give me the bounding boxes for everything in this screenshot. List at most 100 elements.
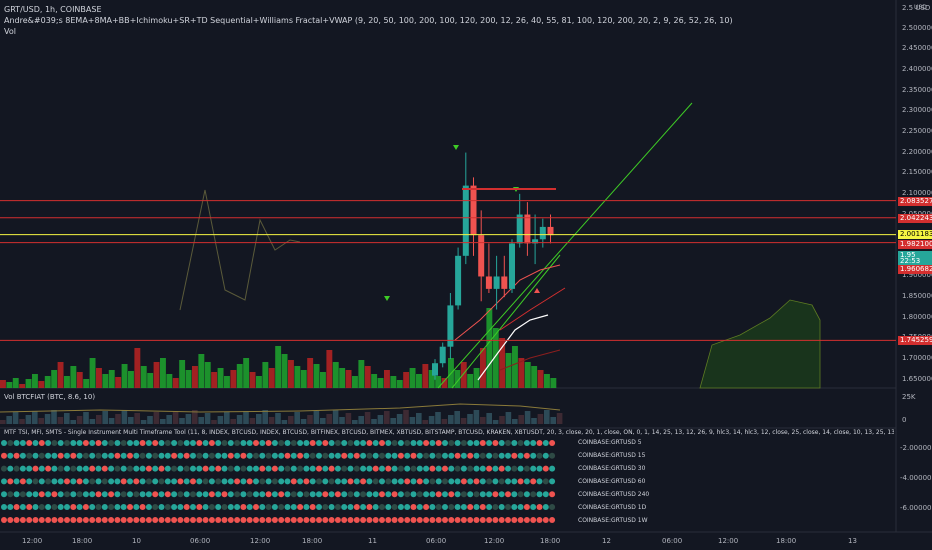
volume-bar bbox=[249, 372, 256, 388]
mtf-dot bbox=[51, 465, 58, 472]
fractal-marker bbox=[453, 145, 459, 150]
prior-trend-line bbox=[179, 189, 301, 311]
mtf-dot bbox=[202, 465, 209, 472]
mtf-dot bbox=[221, 517, 228, 523]
mtf-dot bbox=[473, 504, 480, 510]
btc-volume-bar bbox=[179, 418, 185, 424]
mtf-dot bbox=[38, 465, 45, 472]
mtf-dot bbox=[13, 478, 20, 485]
vol-pane-label[interactable]: Vol BTCFIAT (BTC, 8.6, 10) bbox=[4, 393, 96, 401]
mtf-dot bbox=[51, 452, 58, 459]
mtf-dot bbox=[486, 452, 493, 459]
mtf-dot bbox=[284, 452, 291, 459]
mtf-dot bbox=[64, 491, 70, 498]
mtf-dot bbox=[397, 517, 404, 523]
mtf-dot bbox=[89, 517, 96, 523]
volume-legend[interactable]: Vol bbox=[4, 27, 16, 36]
mtf-dot bbox=[240, 440, 247, 446]
mtf-dot bbox=[183, 440, 190, 446]
price-tag: 2.04224356 bbox=[898, 214, 932, 223]
mtf-dot bbox=[353, 478, 360, 485]
mtf-axis-1: -2.0000000 bbox=[900, 444, 932, 452]
mtf-dot bbox=[334, 504, 341, 510]
mtf-dot bbox=[542, 491, 549, 498]
mtf-dot bbox=[410, 478, 417, 485]
mtf-dot bbox=[139, 478, 146, 485]
mtf-dot bbox=[379, 517, 385, 523]
mtf-dot bbox=[297, 491, 304, 498]
mtf-dot bbox=[353, 440, 360, 446]
price-axis-label: 1.8500000 bbox=[902, 292, 932, 301]
volume-bar bbox=[537, 370, 544, 388]
mtf-dot bbox=[435, 504, 442, 510]
mtf-dot bbox=[240, 452, 247, 459]
volume-bar bbox=[25, 379, 32, 388]
price-axis-label: 2.0500000 bbox=[902, 210, 932, 218]
indicator-legend[interactable]: Andre&#039;s 8EMA+8MA+BB+Ichimoku+SR+TD … bbox=[4, 16, 733, 25]
volume-bar bbox=[460, 362, 467, 388]
volume-bar bbox=[236, 364, 243, 388]
mtf-dot bbox=[120, 504, 127, 510]
mtf-dot bbox=[82, 491, 89, 498]
mtf-dot bbox=[423, 517, 430, 523]
btc-volume-bar bbox=[224, 412, 230, 424]
candle bbox=[485, 243, 492, 293]
volume-bar bbox=[128, 371, 134, 388]
mtf-dot bbox=[190, 465, 196, 472]
mtf-dot bbox=[486, 517, 493, 523]
mtf-dot bbox=[511, 504, 518, 510]
mtf-dot bbox=[460, 452, 467, 459]
candle bbox=[539, 218, 546, 248]
mtf-dot bbox=[328, 517, 335, 523]
symbol-title[interactable]: GRT/USD, 1h, COINBASE bbox=[4, 5, 102, 14]
volume-bar bbox=[320, 372, 326, 388]
mtf-dot bbox=[505, 517, 511, 523]
mtf-dot bbox=[108, 465, 115, 472]
mtf-dot bbox=[435, 491, 442, 498]
mtf-dot bbox=[316, 440, 322, 446]
volume-bar bbox=[64, 376, 70, 388]
mtf-dot bbox=[379, 452, 385, 459]
mtf-dot bbox=[416, 517, 423, 523]
volume-bar bbox=[332, 362, 339, 388]
btc-volume-bar bbox=[0, 420, 6, 424]
mtf-dot bbox=[89, 452, 96, 459]
mtf-dot bbox=[467, 491, 474, 498]
mtf-dot bbox=[303, 491, 310, 498]
mtf-dot bbox=[221, 491, 228, 498]
mtf-dot bbox=[448, 440, 455, 446]
mtf-dot bbox=[202, 504, 209, 510]
mtf-dot bbox=[120, 478, 127, 485]
candle bbox=[447, 293, 454, 360]
mtf-dot bbox=[95, 517, 102, 523]
mtf-dot bbox=[95, 452, 102, 459]
mtf-dot bbox=[108, 440, 115, 446]
mtf-dot bbox=[423, 465, 430, 472]
btc-volume-bar bbox=[473, 410, 480, 424]
btc-volume-bar bbox=[64, 413, 70, 424]
volume-bar bbox=[518, 358, 525, 388]
mtf-dot bbox=[542, 517, 549, 523]
price-tag: 1.74525961 bbox=[898, 336, 932, 345]
btc-volume-bar bbox=[544, 410, 550, 424]
mtf-dot bbox=[353, 465, 360, 472]
mtf-dot bbox=[114, 478, 121, 485]
mtf-dot bbox=[158, 517, 165, 523]
price-axis-label: 1.8000000 bbox=[902, 312, 932, 321]
indicator-lines bbox=[179, 102, 821, 389]
volume-bar bbox=[416, 374, 422, 388]
btc-volume-bar bbox=[364, 412, 371, 424]
mtf-pane-label[interactable]: MTF TSI, MFI, SMTS - Single Instrument M… bbox=[4, 429, 894, 436]
btc-volume-bar bbox=[249, 418, 256, 424]
mtf-dot bbox=[95, 440, 102, 446]
price-axis-label: 2.3000000 bbox=[902, 106, 932, 115]
volume-bar bbox=[217, 368, 224, 388]
mtf-dot bbox=[429, 452, 436, 459]
mtf-dot bbox=[246, 491, 253, 498]
volume-bar bbox=[288, 360, 294, 388]
mtf-dot bbox=[454, 465, 461, 472]
mtf-dot bbox=[114, 452, 121, 459]
volume-bar bbox=[83, 379, 90, 388]
mtf-dot bbox=[177, 478, 184, 485]
